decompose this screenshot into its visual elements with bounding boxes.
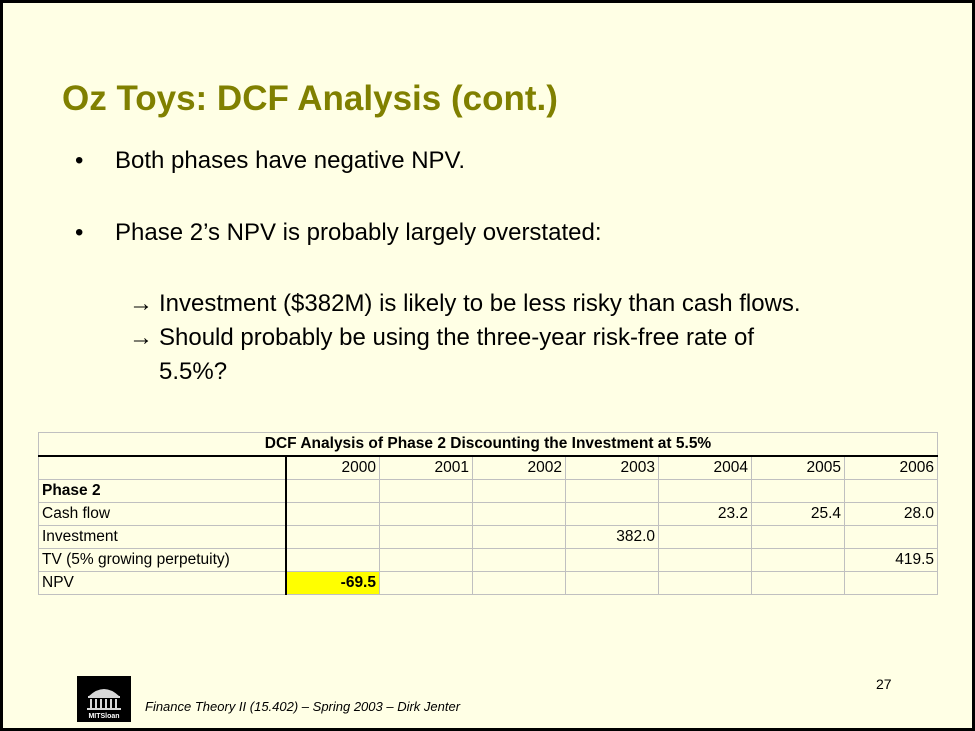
bullet-text: Both phases have negative NPV. [115, 147, 466, 174]
bullet-dot: • [75, 147, 84, 174]
table-cell [658, 525, 752, 549]
sub-bullet-1: → Investment ($382M) is likely to be less… [129, 287, 801, 321]
logo-text: MITSloan [88, 713, 120, 720]
header-blank-cell [38, 455, 287, 480]
table-cell [658, 479, 752, 503]
year-cell: 2004 [658, 455, 752, 480]
table-cell [565, 571, 659, 595]
table-row: Cash flow 23.2 25.4 28.0 [38, 502, 938, 526]
table-cell [285, 502, 380, 526]
sub-bullet-text: Investment ($382M) is likely to be less … [159, 290, 801, 317]
table-cell [751, 479, 845, 503]
sub-bullet-text: Should probably be using the three-year … [159, 324, 754, 351]
table-row: Phase 2 [38, 479, 938, 503]
footer-text: Finance Theory II (15.402) – Spring 2003… [145, 699, 461, 714]
table-cell [751, 548, 845, 572]
table-cell [751, 525, 845, 549]
table-caption-row: DCF Analysis of Phase 2 Discounting the … [38, 432, 938, 457]
row-label: NPV [38, 571, 287, 595]
table-cell [379, 525, 473, 549]
npv-highlight-cell: -69.5 [285, 571, 380, 595]
row-label: Investment [38, 525, 287, 549]
table-cell [472, 571, 566, 595]
table-cell: 23.2 [658, 502, 752, 526]
sub-bullet-2: → Should probably be using the three-year… [129, 321, 754, 389]
year-cell: 2001 [379, 455, 473, 480]
year-cell: 2006 [844, 455, 938, 480]
dome-building-icon [87, 689, 121, 710]
sub-bullet-continuation: 5.5%? [159, 358, 228, 385]
table-cell [285, 479, 380, 503]
table-row: Investment 382.0 [38, 525, 938, 549]
table-cell [472, 502, 566, 526]
year-header-row: 2000 2001 2002 2003 2004 2005 2006 [38, 455, 938, 480]
row-label: Phase 2 [38, 479, 287, 503]
table-cell: 25.4 [751, 502, 845, 526]
page-number: 27 [876, 676, 892, 692]
table-cell [844, 479, 938, 503]
table-cell [285, 525, 380, 549]
year-cell: 2000 [285, 455, 380, 480]
table-row: TV (5% growing perpetuity) 419.5 [38, 548, 938, 572]
table-cell [658, 571, 752, 595]
table-cell [565, 502, 659, 526]
table-cell [285, 548, 380, 572]
table-cell [379, 502, 473, 526]
table-cell [472, 479, 566, 503]
table-cell: 419.5 [844, 548, 938, 572]
year-cell: 2003 [565, 455, 659, 480]
table-cell [379, 571, 473, 595]
table-cell: 382.0 [565, 525, 659, 549]
table-cell [379, 548, 473, 572]
bullet-dot: • [75, 219, 84, 246]
arrow-icon: → [129, 290, 153, 317]
table-caption: DCF Analysis of Phase 2 Discounting the … [38, 432, 938, 457]
table-cell [565, 548, 659, 572]
table-cell [565, 479, 659, 503]
table-cell [379, 479, 473, 503]
bullet-text: Phase 2’s NPV is probably largely overst… [115, 219, 602, 246]
table-cell [472, 548, 566, 572]
year-cell: 2005 [751, 455, 845, 480]
slide-title: Oz Toys: DCF Analysis (cont.) [62, 79, 558, 118]
arrow-icon: → [129, 324, 153, 351]
dcf-table: DCF Analysis of Phase 2 Discounting the … [38, 432, 938, 595]
table-cell [751, 571, 845, 595]
table-cell [658, 548, 752, 572]
row-label: TV (5% growing perpetuity) [38, 548, 287, 572]
table-cell [844, 571, 938, 595]
table-cell [844, 525, 938, 549]
table-row: NPV -69.5 [38, 571, 938, 595]
table-cell [472, 525, 566, 549]
year-cell: 2002 [472, 455, 566, 480]
row-label: Cash flow [38, 502, 287, 526]
mit-sloan-logo: MITSloan [77, 676, 131, 722]
table-cell: 28.0 [844, 502, 938, 526]
